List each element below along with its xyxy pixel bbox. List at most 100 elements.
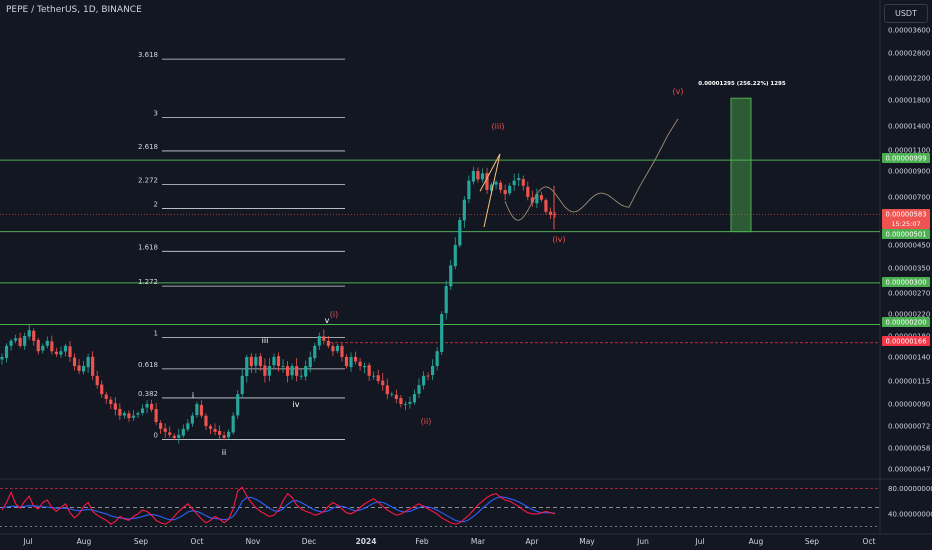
y-tick-label: 0.00000220: [888, 311, 930, 319]
fib-level-label: 1.272: [138, 278, 158, 286]
y-tick-label: 0.00000058: [888, 445, 930, 453]
candle-body: [313, 345, 317, 359]
x-tick-label: Jul: [694, 537, 704, 546]
candle-body: [240, 375, 244, 395]
candle-body: [539, 195, 543, 200]
fib-level-label: 3: [154, 109, 158, 117]
candle-body: [381, 380, 385, 386]
candle-body: [186, 423, 190, 430]
candle-body: [104, 394, 108, 399]
candle-body: [122, 413, 126, 416]
fib-level-label: 0.382: [138, 390, 158, 398]
candle-body: [54, 351, 58, 355]
x-tick-label: Apr: [526, 537, 540, 546]
candle-body: [517, 178, 521, 181]
candle-body: [190, 415, 194, 424]
candle-body: [0, 357, 4, 360]
x-tick-label: Aug: [77, 537, 92, 546]
price-badge-timer: 15:25:07: [891, 220, 920, 228]
candle-body: [77, 365, 81, 371]
candle-body: [426, 375, 430, 377]
candle-body: [412, 394, 417, 403]
y-tick-label: 0.00000072: [888, 423, 930, 431]
candle-body: [358, 361, 362, 367]
candle-body: [177, 434, 181, 438]
x-tick-label: Aug: [749, 537, 764, 546]
y-tick-label: 0.00003600: [888, 27, 930, 35]
candle-body: [317, 336, 321, 346]
price-badge: [882, 317, 930, 327]
y-tick-label: 0.00001400: [888, 123, 930, 131]
wave-label: ii: [222, 448, 226, 457]
projection-path: [504, 118, 679, 221]
candle-body: [208, 426, 213, 429]
candle-body: [512, 180, 516, 186]
candle-body: [127, 413, 131, 419]
y-tick-label: 0.00000270: [888, 290, 930, 298]
candle-body: [145, 404, 149, 408]
y-tick-label: 0.00000047: [888, 466, 930, 474]
price-badge-label: 0.00000501: [885, 231, 926, 239]
y-tick-label: 0.00000115: [888, 378, 930, 386]
candle-body: [417, 385, 421, 394]
osc-signal-line: [1, 496, 556, 523]
price-badge-label: 0.00000999: [885, 155, 926, 163]
candle-body: [272, 357, 276, 366]
candle-body: [72, 357, 77, 367]
candle-body: [140, 408, 145, 414]
candle-body: [322, 336, 326, 341]
candle-body: [489, 184, 494, 191]
price-badge-label: 0.00000166: [885, 338, 926, 346]
x-tick-label: Sep: [805, 537, 819, 546]
x-tick-label: Feb: [415, 537, 429, 546]
candle-body: [508, 185, 512, 194]
candle-body: [154, 409, 158, 422]
price-badge: [882, 153, 930, 163]
elliott-wave-path: [479, 153, 501, 228]
candle-body: [68, 346, 72, 357]
fib-level-label: 3.618: [138, 51, 158, 59]
y-tick-label: 0.00000700: [888, 194, 930, 202]
candle-body: [471, 171, 475, 182]
candle-body: [349, 357, 353, 368]
candle-body: [485, 173, 489, 190]
measure-box: [730, 97, 752, 233]
candle-body: [50, 341, 54, 352]
candle-body: [217, 430, 222, 435]
y-tick-label: 0.00000090: [888, 401, 930, 409]
candle-body: [335, 345, 340, 352]
wave-label: (iii): [492, 122, 505, 131]
candle-body: [245, 357, 249, 376]
candle-body: [453, 245, 457, 267]
candle-body: [82, 366, 86, 372]
x-tick-label: Oct: [191, 537, 204, 546]
measure-label: 0.00001295 (256.22%) 1295: [698, 81, 786, 87]
candle-body: [376, 375, 380, 381]
wave-label: (ii): [421, 417, 432, 426]
currency-button[interactable]: USDT: [884, 4, 928, 23]
y-tick-label: 0.00000450: [888, 242, 930, 250]
candle-body: [526, 186, 530, 197]
candle-body: [32, 330, 36, 341]
fib-level-label: 2: [154, 201, 158, 209]
candle-body: [136, 413, 140, 415]
candle-body: [222, 435, 226, 438]
fib-level-label: 0: [154, 432, 158, 440]
x-tick-label: Nov: [246, 537, 261, 546]
fib-level-label: 2.272: [138, 176, 158, 184]
candle-body: [36, 339, 40, 352]
candle-body: [553, 214, 557, 215]
candle-body: [213, 428, 217, 432]
candle-body: [326, 340, 330, 346]
candle-body: [59, 351, 63, 355]
candle-body: [23, 336, 27, 346]
x-tick-label: Jun: [636, 537, 649, 546]
candle-body: [63, 345, 68, 352]
wave-label: (v): [673, 87, 684, 96]
candle-body: [204, 415, 208, 426]
candle-body: [494, 181, 498, 185]
x-tick-label: 2024: [356, 537, 377, 546]
osc-tick-label: 80.00000000: [888, 485, 932, 493]
candle-body: [530, 197, 534, 203]
